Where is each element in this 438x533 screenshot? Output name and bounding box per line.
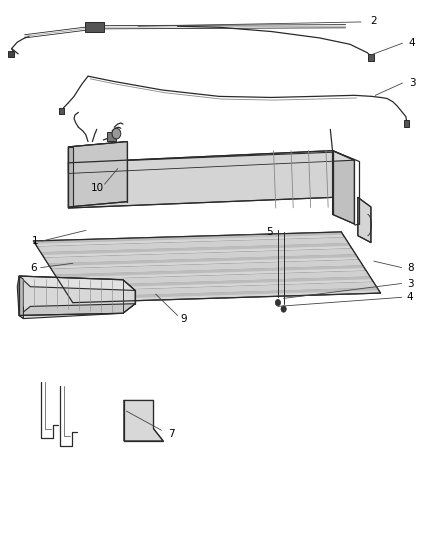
Polygon shape — [51, 260, 363, 274]
Polygon shape — [19, 276, 135, 290]
Polygon shape — [124, 400, 163, 441]
Polygon shape — [19, 304, 135, 316]
Polygon shape — [37, 238, 348, 252]
FancyBboxPatch shape — [85, 22, 104, 32]
Circle shape — [276, 300, 281, 306]
Polygon shape — [33, 232, 343, 244]
Polygon shape — [62, 277, 371, 289]
Polygon shape — [68, 147, 73, 207]
Polygon shape — [48, 254, 357, 266]
FancyBboxPatch shape — [59, 108, 64, 114]
Text: 1: 1 — [32, 236, 38, 246]
Text: 3: 3 — [409, 78, 415, 88]
Polygon shape — [17, 276, 135, 319]
Circle shape — [112, 128, 121, 139]
Polygon shape — [69, 287, 379, 300]
Polygon shape — [44, 248, 356, 263]
Text: 10: 10 — [91, 183, 104, 193]
Polygon shape — [332, 151, 354, 161]
Polygon shape — [332, 151, 354, 224]
Text: 2: 2 — [371, 16, 377, 26]
Text: 4: 4 — [407, 292, 413, 302]
Polygon shape — [68, 151, 332, 173]
Polygon shape — [33, 232, 381, 303]
Text: 3: 3 — [407, 279, 413, 288]
Polygon shape — [68, 142, 127, 207]
Polygon shape — [41, 243, 350, 255]
Text: 4: 4 — [409, 38, 415, 48]
Text: 9: 9 — [180, 313, 187, 324]
Polygon shape — [358, 197, 371, 243]
Polygon shape — [58, 271, 370, 286]
Text: 6: 6 — [30, 263, 37, 272]
Polygon shape — [66, 282, 377, 297]
Polygon shape — [68, 152, 332, 208]
FancyBboxPatch shape — [404, 120, 409, 127]
Circle shape — [281, 306, 286, 312]
Polygon shape — [19, 276, 23, 319]
Polygon shape — [68, 142, 127, 163]
FancyBboxPatch shape — [107, 132, 116, 141]
Text: 8: 8 — [407, 263, 413, 272]
FancyBboxPatch shape — [8, 51, 14, 57]
Text: 7: 7 — [168, 429, 174, 439]
FancyBboxPatch shape — [368, 54, 374, 61]
Polygon shape — [55, 265, 364, 277]
Text: 5: 5 — [266, 227, 272, 237]
